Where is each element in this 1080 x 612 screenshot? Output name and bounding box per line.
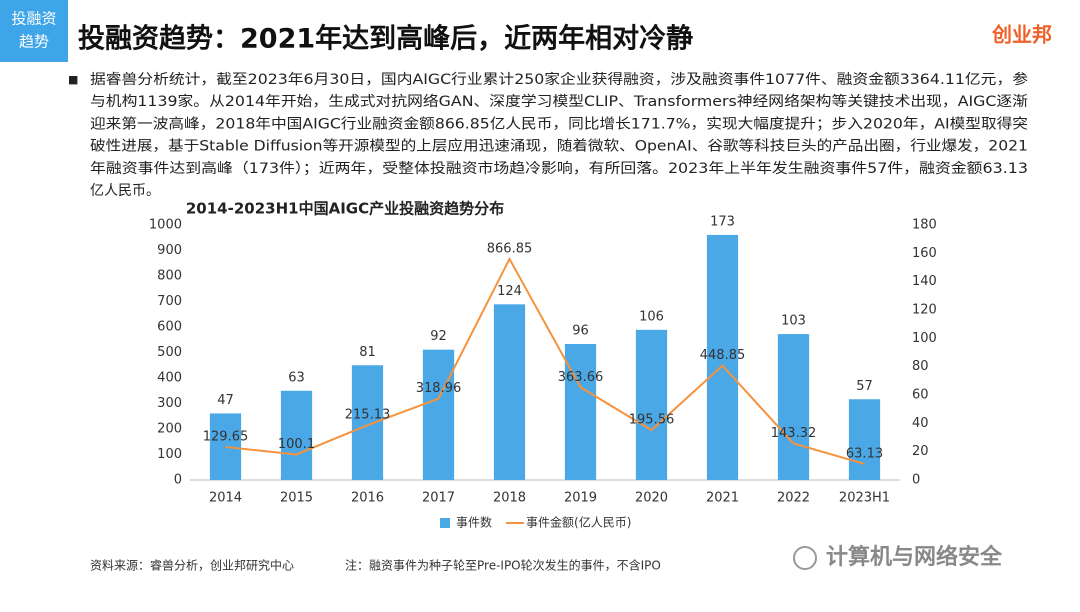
y2-tick-label: 40: [912, 416, 929, 431]
bar: [706, 234, 739, 480]
bar-label: 81: [359, 345, 376, 360]
bar-label: 92: [430, 329, 447, 344]
note: 注：融资事件为种子轮至Pre-IPO轮次发生的事件，不含IPO: [345, 558, 661, 573]
watermark: 计算机与网络安全: [826, 544, 1003, 570]
y2-tick-label: 160: [912, 246, 937, 261]
legend-label: 事件数: [456, 515, 492, 530]
y-tick-label: 400: [157, 371, 182, 386]
line-label: 866.85: [487, 241, 533, 256]
line-label: 318.96: [416, 381, 462, 396]
slide-title: 投融资趋势：2021年达到高峰后，近两年相对冷静: [78, 23, 693, 55]
bar-label: 173: [710, 214, 735, 229]
y-tick-label: 900: [157, 243, 182, 258]
y2-tick-label: 140: [912, 274, 937, 289]
paragraph-line: 年融资事件达到高峰（173件）；近两年，受整体投融资市场趋冷影响，有所回落。20…: [90, 160, 1028, 177]
line-label: 363.66: [558, 370, 604, 385]
line-label: 195.56: [629, 413, 675, 428]
y2-tick-label: 100: [912, 331, 937, 346]
y2-tick-label: 180: [912, 218, 937, 233]
paragraph-line: 与机构1139家。从2014年开始，生成式对抗网络GAN、深度学习模型CLIP、…: [90, 93, 1028, 110]
legend-swatch: [440, 518, 450, 528]
line-label: 215.13: [345, 408, 391, 423]
y2-tick-label: 80: [912, 359, 929, 374]
tag-box: [0, 0, 68, 62]
bar-label: 124: [497, 284, 522, 299]
x-tick-label: 2015: [280, 491, 313, 506]
chart-title: 2014-2023H1中国AIGC产业投融资趋势分布: [186, 200, 504, 218]
bar-label: 57: [856, 379, 873, 394]
x-tick-label: 2023H1: [839, 491, 890, 506]
x-tick-label: 2014: [209, 491, 242, 506]
y-tick-label: 300: [157, 396, 182, 411]
x-tick-label: 2021: [706, 491, 739, 506]
bar: [777, 334, 810, 480]
paragraph-line: 据睿兽分析统计，截至2023年6月30日，国内AIGC行业累计250家企业获得融…: [90, 71, 1028, 88]
bar: [351, 365, 384, 480]
y-tick-label: 600: [157, 320, 182, 335]
source: 资料来源：睿兽分析，创业邦研究中心: [90, 558, 294, 573]
line-label: 129.65: [203, 429, 249, 444]
bar: [635, 329, 668, 480]
paragraph-line: 破性进展，基于Stable Diffusion等开源模型的上层应用迅速涌现，随着…: [90, 138, 1028, 155]
logo: 创业邦: [991, 23, 1052, 47]
x-tick-label: 2022: [777, 491, 810, 506]
line-label: 100.1: [278, 437, 315, 452]
y2-tick-label: 20: [912, 444, 929, 459]
tag-text: 投融资: [11, 10, 56, 28]
bar-label: 47: [217, 393, 234, 408]
x-tick-label: 2019: [564, 491, 597, 506]
x-tick-label: 2018: [493, 491, 526, 506]
y-tick-label: 0: [174, 473, 182, 488]
watermark-icon: [793, 546, 817, 570]
y-tick-label: 500: [157, 345, 182, 360]
bar: [493, 304, 526, 480]
y-tick-label: 200: [157, 422, 182, 437]
line: [225, 256, 865, 465]
bar: [209, 413, 242, 480]
bar-label: 106: [639, 309, 664, 324]
line-label: 63.13: [846, 446, 883, 461]
bar: [422, 349, 455, 480]
x-tick-label: 2020: [635, 491, 668, 506]
bar: [848, 399, 881, 480]
y-tick-label: 700: [157, 294, 182, 309]
y-tick-label: 800: [157, 269, 182, 284]
paragraph-line: 亿人民币。: [90, 183, 160, 199]
y-tick-label: 1000: [149, 218, 182, 233]
y2-tick-label: 60: [912, 388, 929, 403]
y-tick-label: 100: [157, 447, 182, 462]
y2-tick-label: 120: [912, 303, 937, 318]
bar: [564, 344, 597, 480]
line-label: 448.85: [700, 348, 746, 363]
bar-label: 96: [572, 324, 589, 339]
bar: [280, 390, 313, 480]
paragraph-line: 迎来第一波高峰，2018年中国AIGC行业融资金额866.85亿人民币，同比增长…: [90, 115, 1028, 132]
x-tick-label: 2017: [422, 491, 455, 506]
y2-tick-label: 0: [912, 473, 920, 488]
line-label: 143.32: [771, 426, 817, 441]
tag-text: 趋势: [19, 33, 49, 51]
legend-label: 事件金额(亿人民币): [526, 515, 631, 530]
x-tick-label: 2016: [351, 491, 384, 506]
bar-label: 63: [288, 370, 305, 385]
bullet: ■: [68, 73, 78, 86]
bar-label: 103: [781, 314, 806, 329]
